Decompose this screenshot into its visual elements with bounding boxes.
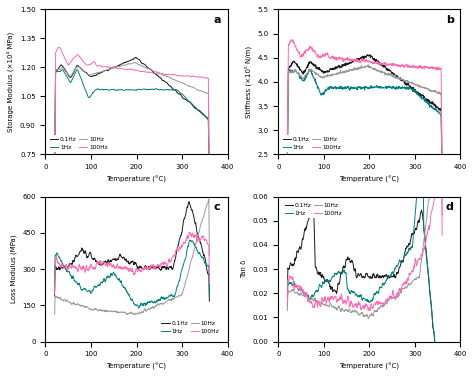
X-axis label: Temperature (°C): Temperature (°C) <box>339 176 399 183</box>
Text: c: c <box>213 202 219 212</box>
Text: b: b <box>446 15 454 25</box>
Y-axis label: Loss Modulus (MPa): Loss Modulus (MPa) <box>10 235 17 303</box>
Y-axis label: Storage Modulus (×10⁴ MPa): Storage Modulus (×10⁴ MPa) <box>7 32 14 132</box>
X-axis label: Temperature (°C): Temperature (°C) <box>339 363 399 370</box>
Text: a: a <box>213 15 220 25</box>
Legend: 0.1Hz, 1Hz, 10Hz, 100Hz: 0.1Hz, 1Hz, 10Hz, 100Hz <box>281 135 342 152</box>
Text: d: d <box>446 202 454 212</box>
Legend: 0.1Hz, 1Hz, 10Hz, 100Hz: 0.1Hz, 1Hz, 10Hz, 100Hz <box>48 135 109 152</box>
Y-axis label: Stiffness (×10⁵ N/m): Stiffness (×10⁵ N/m) <box>244 46 252 118</box>
X-axis label: Temperature (°C): Temperature (°C) <box>107 176 166 183</box>
Legend: 0.1Hz, 1Hz, 10Hz, 100Hz: 0.1Hz, 1Hz, 10Hz, 100Hz <box>283 201 344 218</box>
X-axis label: Temperature (°C): Temperature (°C) <box>107 363 166 370</box>
Legend: 0.1Hz, 1Hz, 10Hz, 100Hz: 0.1Hz, 1Hz, 10Hz, 100Hz <box>160 319 221 336</box>
Y-axis label: Tan δ: Tan δ <box>241 260 247 278</box>
